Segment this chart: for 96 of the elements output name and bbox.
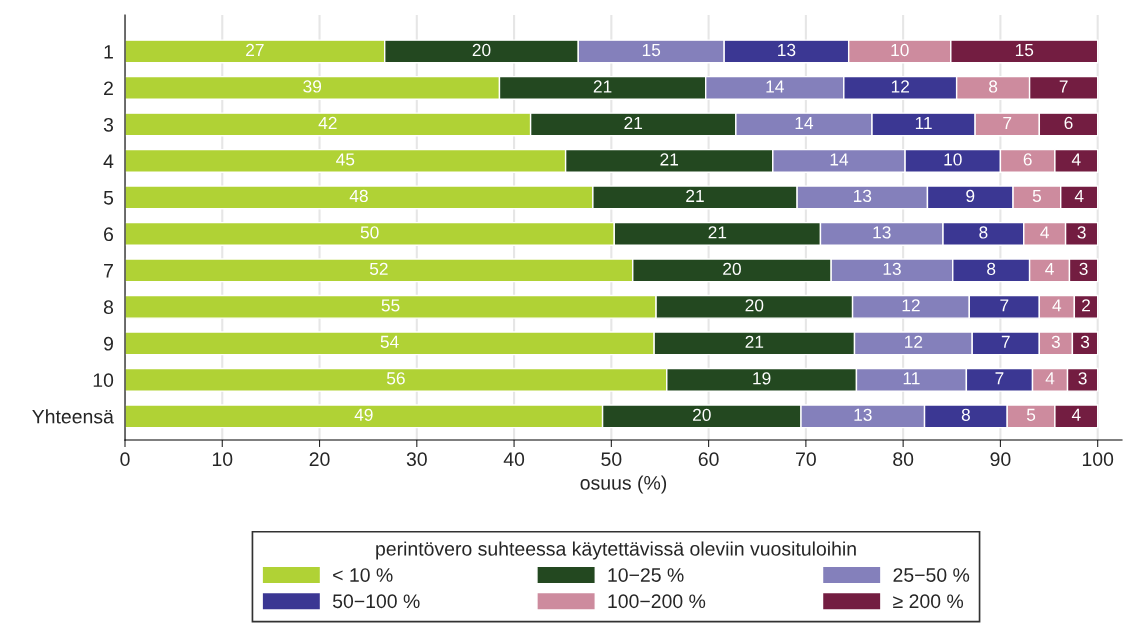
data-label: 4 [1045,262,1054,275]
data-label: 14 [766,80,784,93]
data-label: 13 [873,226,891,239]
data-label: 3 [1077,226,1086,239]
y-tick-label: 2 [104,81,113,96]
data-label: 21 [624,116,643,129]
x-tick-label: 100 [1082,452,1114,467]
data-label: 4 [1040,226,1049,239]
data-label: 45 [336,153,355,166]
data-label: 4 [1045,372,1055,385]
x-tick-label: 20 [309,452,330,467]
data-label: 9 [966,189,975,203]
legend-label: 10−25 % [608,568,684,582]
data-label: 8 [989,80,998,93]
data-label: 21 [745,335,764,348]
y-tick-label: 6 [104,227,114,242]
x-tick-label: 10 [212,452,233,467]
data-label: 15 [642,44,661,57]
data-label: 39 [303,80,322,93]
legend-label: 50−100 % [332,594,420,609]
data-label: 7 [1003,116,1012,129]
legend-label: 100−200 % [608,594,706,609]
x-axis-title: osuus (%) [580,475,667,494]
data-label: 10 [891,43,909,57]
y-tick-label: 1 [104,45,113,59]
data-label: 13 [854,408,872,421]
legend-label: 25−50 % [893,568,970,582]
data-label: 13 [883,262,901,276]
data-label: 20 [693,408,711,421]
y-tick-label: Yhteensä [32,409,114,424]
data-label: 50 [360,226,379,239]
data-label: 13 [853,189,872,203]
x-tick-label: 50 [601,452,622,467]
data-label: 8 [987,262,996,276]
legend-label: < 10 % [333,568,393,582]
y-tick-label: 8 [103,300,114,315]
data-label: 49 [354,408,373,421]
data-label: 55 [381,299,400,312]
y-tick-label: 4 [103,154,114,168]
data-label: 6 [1023,153,1032,166]
data-label: 56 [386,372,405,385]
data-label: 42 [318,116,337,129]
data-label: 14 [830,153,849,166]
data-label: 15 [1015,44,1034,57]
legend-title: perintövero suhteessa käytettävissä oleviin vuosituloihin [376,541,856,560]
x-tick-label: 70 [796,452,816,467]
data-label: 2 [1082,299,1090,312]
data-label: 21 [686,189,704,202]
x-tick-label: 40 [503,452,525,467]
data-label: 6 [1064,116,1073,130]
y-tick-label: 3 [103,117,114,132]
data-label: 52 [369,262,388,276]
data-label: 3 [1051,335,1060,348]
data-label: 5 [1032,189,1041,203]
data-label: 21 [708,226,727,239]
data-label: 3 [1079,262,1088,276]
data-label: 7 [1059,80,1068,93]
data-label: 12 [891,80,910,93]
data-label: 20 [723,262,741,276]
data-label: 21 [660,153,679,166]
data-label: 7 [1000,299,1009,312]
data-label: 5 [1026,408,1036,421]
x-tick-label: 30 [406,452,427,467]
data-label: 11 [903,372,920,385]
data-label: 4 [1071,408,1081,421]
x-tick-label: 90 [990,452,1011,467]
data-label: 20 [745,299,764,312]
x-tick-label: 0 [120,452,130,467]
x-tick-label: 80 [893,452,914,467]
data-label: 8 [979,226,988,239]
data-label: 13 [778,43,796,57]
y-tick-label: 5 [103,191,114,205]
data-label: 11 [915,116,932,129]
data-label: 7 [995,372,1004,385]
data-label: 48 [349,189,368,203]
data-label: 27 [246,43,264,56]
data-label: 4 [1074,189,1084,202]
data-label: 10 [944,153,962,166]
data-label: 12 [902,299,920,312]
data-label: 20 [472,43,491,57]
data-label: 54 [380,335,399,348]
data-label: 4 [1052,299,1062,312]
y-tick-label: 10 [93,373,114,388]
data-label: 7 [1001,335,1010,348]
data-label: 3 [1080,335,1090,348]
data-label: 12 [905,335,923,348]
data-label: 14 [795,116,814,129]
legend-label: ≥ 200 % [893,594,964,609]
y-tick-label: 9 [103,336,113,351]
data-label: 3 [1078,372,1087,385]
data-label: 21 [593,80,612,93]
data-label: 4 [1071,153,1081,166]
data-label: 19 [753,372,771,385]
y-tick-label: 7 [104,264,113,278]
x-tick-label: 60 [698,452,719,467]
data-label: 8 [961,408,970,421]
